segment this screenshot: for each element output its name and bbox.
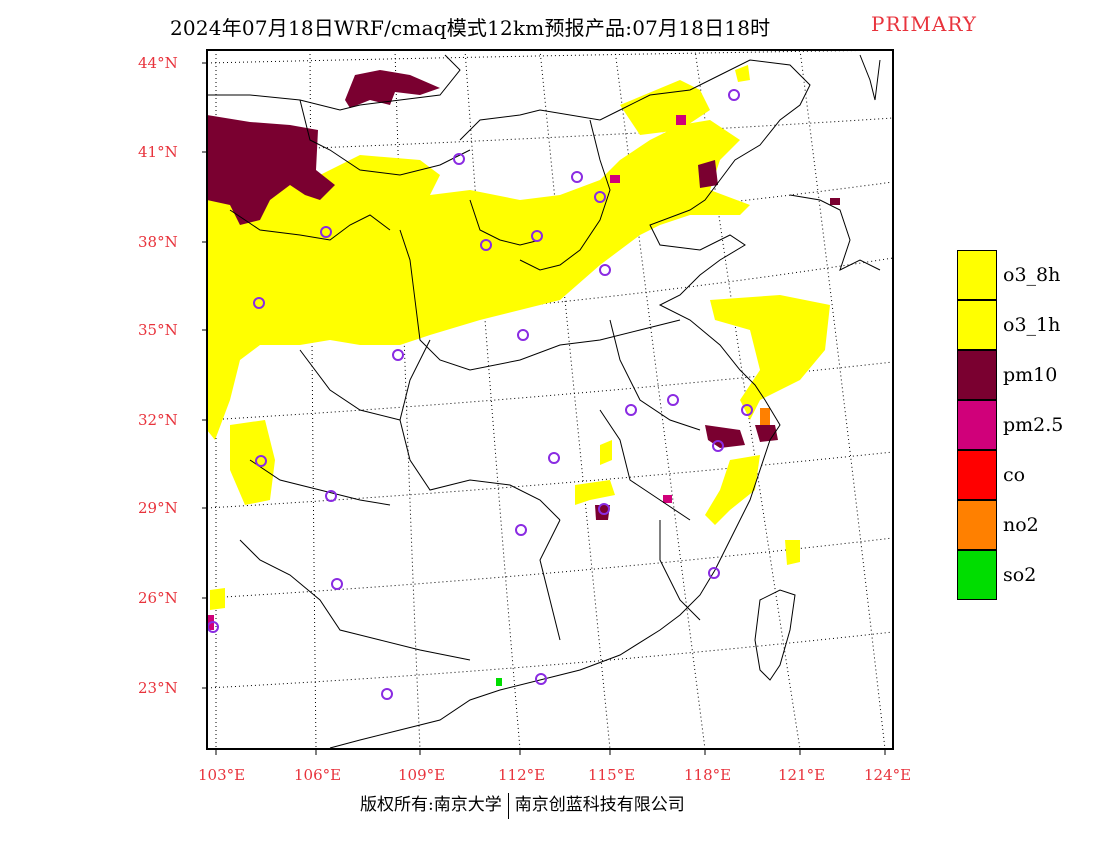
no2-area xyxy=(760,408,770,425)
legend-swatch-no2 xyxy=(957,500,997,550)
legend-swatch-pm10 xyxy=(957,350,997,400)
legend-label-so2: so2 xyxy=(1003,564,1037,586)
o3-area xyxy=(207,120,750,440)
o3-area xyxy=(600,440,612,465)
legend-swatch-o3-8h xyxy=(957,250,997,300)
lon-label-106e: 106°E xyxy=(294,766,342,784)
legend-label-co: co xyxy=(1003,464,1026,486)
lon-label-121e: 121°E xyxy=(778,766,826,784)
pm10-area xyxy=(698,160,718,188)
copyright-footer: 版权所有:南京大学 南京创蓝科技有限公司 xyxy=(360,790,685,819)
o3-area xyxy=(785,540,800,565)
lat-label-32n: 32°N xyxy=(138,411,178,429)
legend-label-pm25: pm2.5 xyxy=(1003,414,1064,436)
pm25-area xyxy=(676,115,686,125)
lon-label-115e: 115°E xyxy=(588,766,636,784)
pm25-area xyxy=(610,175,620,183)
o3-area xyxy=(230,420,275,505)
lon-label-103e: 103°E xyxy=(198,766,246,784)
pm10-area xyxy=(207,115,335,225)
copyright-company: 南京创蓝科技有限公司 xyxy=(514,795,685,815)
o3-area xyxy=(575,480,615,505)
legend-label-o3-1h: o3_1h xyxy=(1003,314,1061,336)
lat-label-44n: 44°N xyxy=(138,54,178,72)
lat-label-26n: 26°N xyxy=(138,589,178,607)
boundaries xyxy=(207,54,881,749)
lon-label-109e: 109°E xyxy=(398,766,446,784)
pm10-area xyxy=(345,70,440,108)
legend-label-pm10: pm10 xyxy=(1003,364,1058,386)
o3-area xyxy=(620,80,710,135)
map-title: 2024年07月18日WRF/cmaq模式12km预报产品:07月18日18时 xyxy=(170,16,771,40)
lat-label-23n: 23°N xyxy=(138,679,178,697)
lat-label-35n: 35°N xyxy=(138,321,178,339)
legend-swatch-so2 xyxy=(957,550,997,600)
footer-divider xyxy=(507,792,509,819)
lat-label-41n: 41°N xyxy=(138,143,178,161)
legend-label-no2: no2 xyxy=(1003,514,1039,536)
lon-label-118e: 118°E xyxy=(684,766,732,784)
lat-label-38n: 38°N xyxy=(138,233,178,251)
legend-swatch-co xyxy=(957,450,997,500)
lat-label-29n: 29°N xyxy=(138,499,178,517)
legend-label-o3-8h: o3_8h xyxy=(1003,264,1061,286)
pm10-area xyxy=(830,198,840,205)
monitoring-stations xyxy=(207,89,753,700)
lon-label-112e: 112°E xyxy=(498,766,546,784)
pm25-area xyxy=(663,495,672,503)
legend-swatch-o3-1h xyxy=(957,300,997,350)
o3-area xyxy=(705,455,760,525)
legend-swatch-pm25 xyxy=(957,400,997,450)
so2-area xyxy=(496,678,502,686)
copyright-owner: 版权所有:南京大学 xyxy=(360,795,502,815)
lon-label-124e: 124°E xyxy=(864,766,912,784)
o3-area xyxy=(210,588,225,610)
map-title-tag: PRIMARY xyxy=(871,12,977,36)
o3-area xyxy=(735,65,750,82)
o3-area xyxy=(710,295,830,420)
pm10-area xyxy=(755,425,778,442)
pollution-fields xyxy=(206,65,840,686)
